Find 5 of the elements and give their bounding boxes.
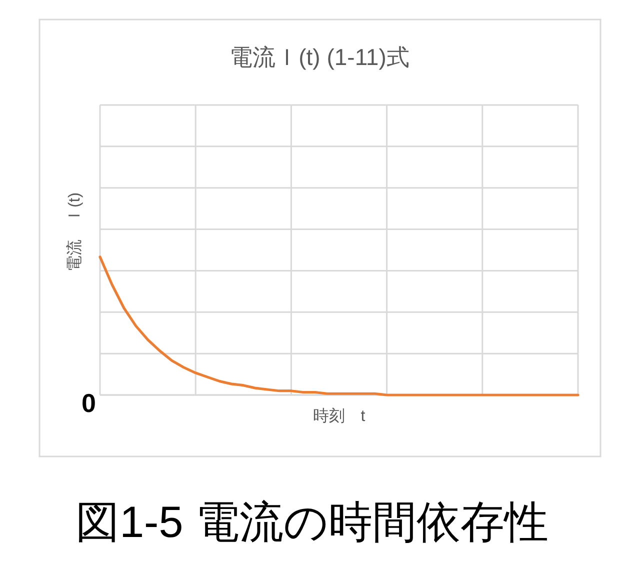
ylabel: 電流 Ｉ(t) [66,192,84,272]
title: 電流Ｉ(t) (1-11)式 [230,44,410,70]
xlabel: 時刻 t [312,408,366,425]
axis-origin-label: 0 [82,388,96,418]
caption: 図1-5 電流の時間依存性 [76,498,548,547]
